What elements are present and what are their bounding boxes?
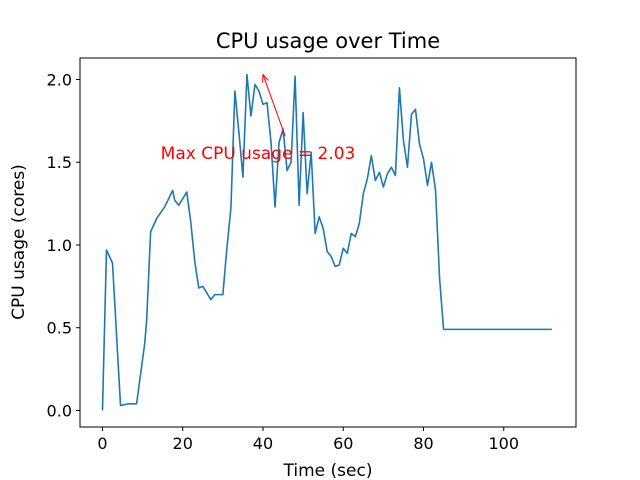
plot-area bbox=[79, 57, 577, 428]
x-tick-label: 0 bbox=[97, 434, 107, 453]
y-tick-label: 1.5 bbox=[47, 153, 72, 172]
x-tick-label: 60 bbox=[333, 434, 353, 453]
annotation-arrow bbox=[262, 74, 286, 136]
chart-title: CPU usage over Time bbox=[216, 29, 440, 53]
y-tick-label: 2.0 bbox=[47, 71, 72, 90]
x-tick-label: 80 bbox=[413, 434, 433, 453]
y-tick-label: 0.5 bbox=[47, 319, 72, 338]
annotation-layer: Max CPU usage = 2.03 bbox=[161, 73, 356, 164]
annotation-arrowhead bbox=[262, 73, 269, 83]
x-tick-label: 20 bbox=[173, 434, 193, 453]
y-axis-label: CPU usage (cores) bbox=[9, 164, 29, 320]
x-tick-label: 100 bbox=[488, 434, 519, 453]
series-layer bbox=[101, 73, 552, 411]
x-axis-label: Time (sec) bbox=[283, 461, 373, 480]
series-line-0 bbox=[101, 73, 552, 411]
y-tick-label: 0.0 bbox=[47, 401, 72, 420]
y-axis-ticks: 0.0 0.5 1.0 1.5 2.0 bbox=[47, 71, 80, 420]
x-tick-label: 40 bbox=[253, 434, 273, 453]
x-axis-ticks: 0 20 40 60 80 100 bbox=[97, 427, 519, 453]
y-tick-label: 1.0 bbox=[47, 236, 72, 255]
annotation-text: Max CPU usage = 2.03 bbox=[161, 144, 356, 164]
